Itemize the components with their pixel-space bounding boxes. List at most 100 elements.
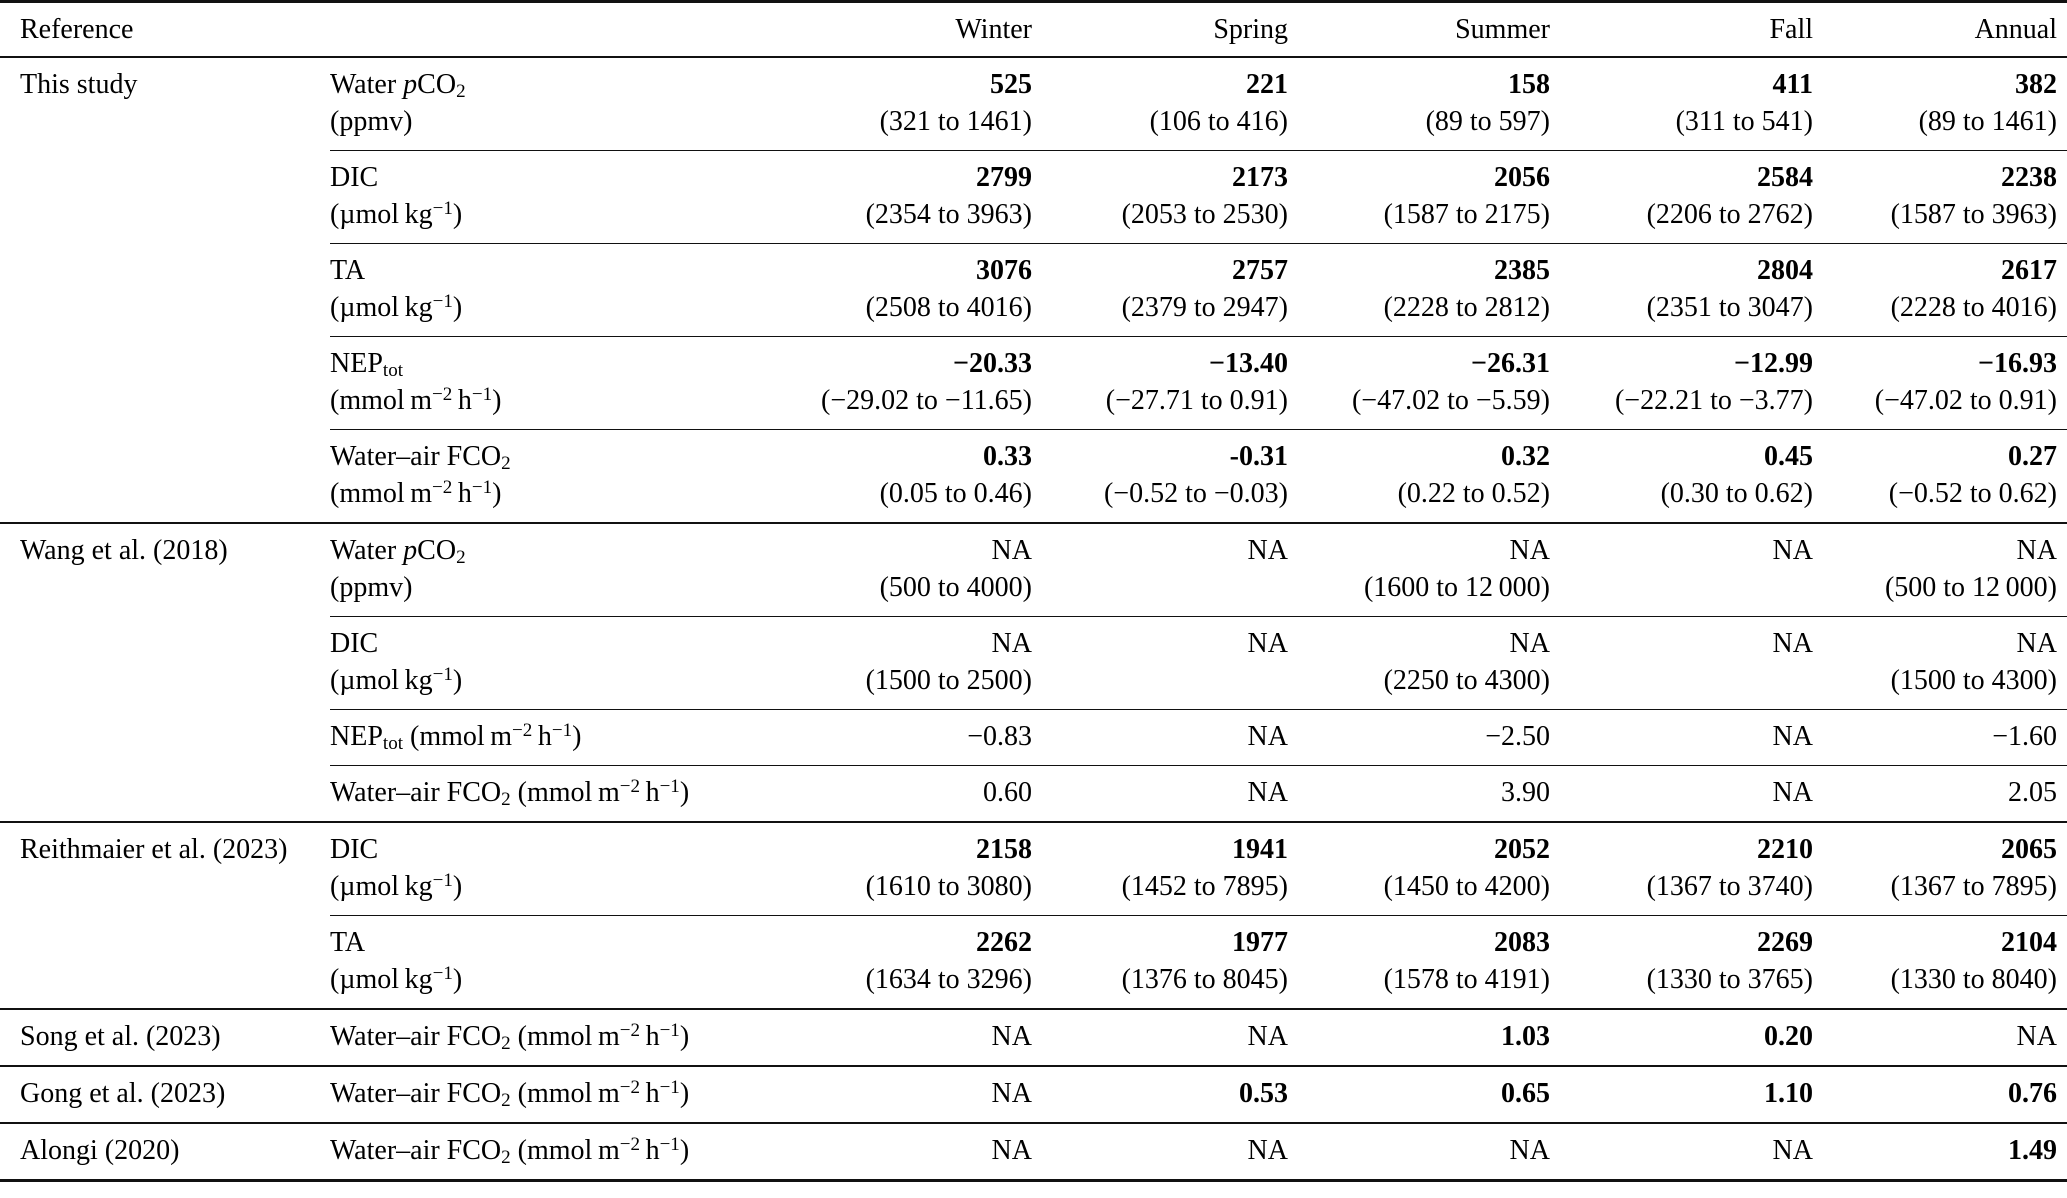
cell-value: NA [1772,628,1813,659]
cell-range: (89 to 597) [1425,106,1550,137]
variable-label: Water pCO2 [330,69,466,103]
variable-cell: TA (µmol kg−1) [330,924,776,998]
cell-value: 0.45 [1764,441,1813,472]
cell-value: 2238 [2001,162,2057,193]
variable-cell: Water–air FCO2 (mmol m−2 h−1) [330,1132,776,1169]
cell-range: (1330 to 8040) [1890,964,2057,995]
variable-cell: Water–air FCO2 (mmol m−2 h−1) [330,438,776,512]
value-cell: 0.33 (0.05 to 0.46) [776,438,1032,512]
table-section: Wang et al. (2018) Water pCO2 (ppmv) NA (500… [0,522,2067,821]
value-cell: NA [1032,774,1288,811]
cell-range: (2508 to 4016) [865,292,1032,323]
variable-label: Water–air FCO2 (mmol m−2 h−1) [330,776,690,811]
cell-value: 221 [1246,69,1288,100]
variable-unit: (mmol m−2 h−1) [330,477,502,509]
value-cell: 382 (89 to 1461) [1813,66,2067,140]
cell-value: −12.99 [1734,348,1813,379]
value-cell: 2584 (2206 to 2762) [1550,159,1813,233]
table-row: Water pCO2 (ppmv) 525 (321 to 1461) 221 (106 … [330,58,2067,150]
value-cell: NA [1032,1018,1288,1055]
reference-cell: Gong et al. (2023) [20,1078,226,1109]
cell-range: (−0.52 to 0.62) [1888,478,2057,509]
value-cell: NA (500 to 12 000) [1813,532,2067,606]
cell-range: (106 to 416) [1149,106,1288,137]
variable-unit: (µmol kg−1) [330,664,463,696]
cell-value: 3076 [976,255,1032,286]
value-cell: 2056 (1587 to 2175) [1288,159,1550,233]
cell-value: −13.40 [1209,348,1288,379]
variable-cell: NEPtot (mmol m−2 h−1) [330,345,776,419]
table-row: DIC (µmol kg−1) 2799 (2354 to 3963) 2173 (205… [330,150,2067,243]
value-cell: 3.90 [1288,774,1550,811]
section-rows: Water–air FCO2 (mmol m−2 h−1) NA NA 1.03 0.2… [330,1010,2067,1065]
variable-cell: Water–air FCO2 (mmol m−2 h−1) [330,1075,776,1112]
value-cell: 2262 (1634 to 3296) [776,924,1032,998]
value-cell: 2757 (2379 to 2947) [1032,252,1288,326]
value-cell: NA [1032,718,1288,755]
cell-range: (−0.52 to −0.03) [1103,478,1288,509]
value-cell: 2083 (1578 to 4191) [1288,924,1550,998]
value-cell: NA (2250 to 4300) [1288,625,1550,699]
cell-range: (2228 to 4016) [1890,292,2057,323]
variable-cell: DIC (µmol kg−1) [330,159,776,233]
section-rows: Water pCO2 (ppmv) 525 (321 to 1461) 221 (106 … [330,58,2067,522]
value-cell: 0.65 [1288,1075,1550,1112]
cell-value: NA [1509,1135,1550,1166]
cell-range: (0.05 to 0.46) [879,478,1032,509]
value-cell: 2385 (2228 to 2812) [1288,252,1550,326]
cell-range: (1587 to 3963) [1890,199,2057,230]
value-cell: 0.53 [1032,1075,1288,1112]
cell-range: (−47.02 to 0.91) [1874,385,2057,416]
variable-unit: (ppmv) [330,106,413,137]
cell-value: NA [1247,535,1288,566]
variable-label: NEPtot [330,348,403,382]
value-cell: 411 (311 to 541) [1550,66,1813,140]
cell-range: (2379 to 2947) [1121,292,1288,323]
value-cell: −12.99 (−22.21 to −3.77) [1550,345,1813,419]
cell-value: 2.05 [2008,777,2057,808]
season-column-header-annual: Annual [1974,14,2057,45]
cell-value: 2617 [2001,255,2057,286]
value-cell: 158 (89 to 597) [1288,66,1550,140]
cell-value: 2052 [1494,834,1550,865]
season-column-header-fall: Fall [1769,14,1813,45]
cell-range: (−27.71 to 0.91) [1105,385,1288,416]
cell-value: 0.27 [2008,441,2057,472]
cell-value: 3.90 [1501,777,1550,808]
reference-cell: Song et al. (2023) [20,1021,221,1052]
cell-value: −2.50 [1485,721,1550,752]
value-cell: 1941 (1452 to 7895) [1032,831,1288,905]
value-cell: 2269 (1330 to 3765) [1550,924,1813,998]
cell-range: (2354 to 3963) [865,199,1032,230]
cell-range: (2206 to 2762) [1646,199,1813,230]
cell-value: NA [1772,1135,1813,1166]
reference-cell: This study [20,69,138,100]
cell-value: 0.65 [1501,1078,1550,1109]
value-cell: 3076 (2508 to 4016) [776,252,1032,326]
value-cell: NA [1550,774,1813,811]
table-section: Gong et al. (2023) Water–air FCO2 (mmol m… [0,1065,2067,1122]
value-cell: 2799 (2354 to 3963) [776,159,1032,233]
cell-range: (1452 to 7895) [1121,871,1288,902]
value-cell: -0.31 (−0.52 to −0.03) [1032,438,1288,512]
cell-range: (500 to 12 000) [1884,572,2057,603]
cell-value: 2757 [1232,255,1288,286]
table-row: Water–air FCO2 (mmol m−2 h−1) NA NA 1.03 0.2… [330,1010,2067,1065]
variable-cell: Water–air FCO2 (mmol m−2 h−1) [330,1018,776,1055]
value-cell: NA (500 to 4000) [776,532,1032,606]
cell-value: −0.83 [967,721,1032,752]
value-cell: −20.33 (−29.02 to −11.65) [776,345,1032,419]
table-row: NEPtot (mmol m−2 h−1) −20.33 (−29.02 to −11… [330,336,2067,429]
cell-range: (89 to 1461) [1918,106,2057,137]
value-cell: 0.20 [1550,1018,1813,1055]
variable-label: Water–air FCO2 (mmol m−2 h−1) [330,1077,690,1112]
value-cell: −26.31 (−47.02 to −5.59) [1288,345,1550,419]
variable-label: TA [330,927,366,958]
cell-value: NA [991,628,1032,659]
variable-unit: (mmol m−2 h−1) [330,384,502,416]
variable-label: Water–air FCO2 (mmol m−2 h−1) [330,1134,690,1169]
reference-cell: Wang et al. (2018) [20,535,228,566]
cell-range: (1610 to 3080) [865,871,1032,902]
value-cell: 0.60 [776,774,1032,811]
variable-cell: TA (µmol kg−1) [330,252,776,326]
